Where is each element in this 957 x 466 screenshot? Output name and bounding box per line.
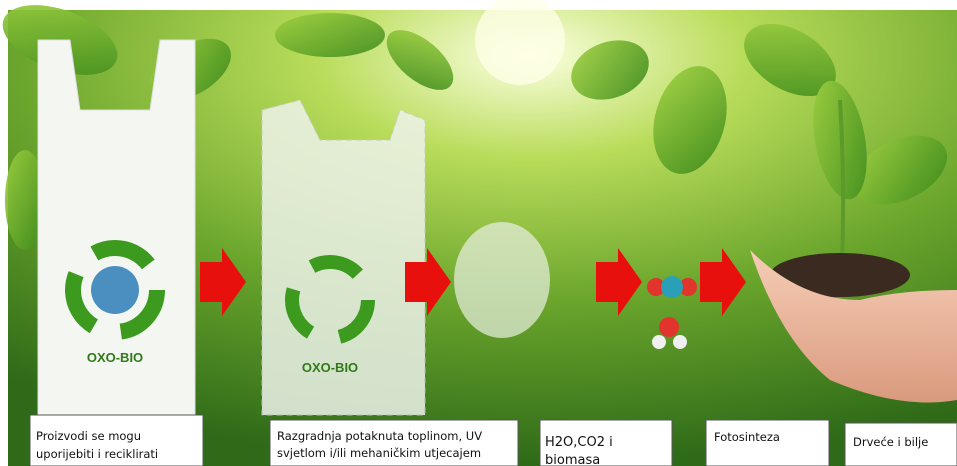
molecules [647,276,697,349]
label-text: Proizvodi se mogu [36,429,141,443]
label-text: Drveće i bilje [853,435,928,449]
sun [475,0,565,85]
label-text: Fotosinteza [714,430,780,444]
label-text: uporijebiti i reciklirati [36,447,158,461]
logo-text: OXO-BIO [87,350,143,365]
recycle-logo [65,240,165,340]
label-box [269,419,519,466]
soil [770,253,910,297]
label-text: biomasa [545,453,600,466]
fragments [454,222,550,338]
label-box [705,419,830,466]
label-text: H2O,CO2 i [545,435,613,450]
logo-text: OXO-BIO [302,360,358,375]
hands [750,250,957,403]
label-text: Razgradnja potaknuta toplinom, UV [277,429,482,443]
label-box [29,414,204,466]
arrows [200,248,746,316]
labels: Proizvodi se mogu uporijebiti i reciklir… [29,414,957,466]
stem [838,99,846,266]
label-box [539,419,673,466]
label-text: svjetlom i/ili mehaničkim utjecajem [277,446,481,460]
label-box [844,422,957,466]
leaves [2,5,948,250]
recycle-logo [285,255,375,345]
globe [91,266,139,314]
